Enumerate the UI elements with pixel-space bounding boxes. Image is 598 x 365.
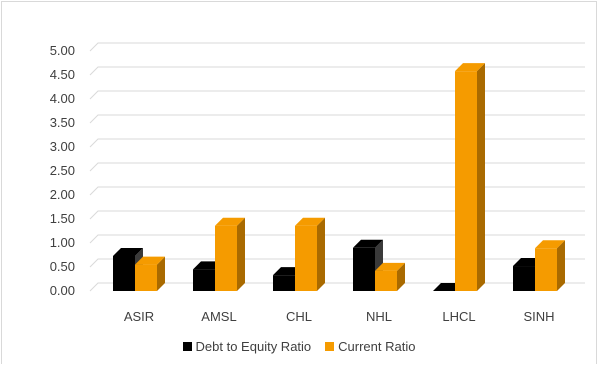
bar-side (557, 240, 565, 291)
legend-label-debt-to-equity: Debt to Equity Ratio (195, 339, 312, 354)
legend-item-debt-to-equity: Debt to Equity Ratio (182, 339, 312, 354)
y-tick-label: 1.50 (50, 211, 75, 226)
bar-side (157, 256, 165, 291)
bar-front (535, 248, 557, 291)
bar-top (353, 239, 383, 248)
y-tick-label: 4.00 (50, 91, 75, 106)
bars (113, 63, 565, 291)
y-tick-label: 3.00 (50, 139, 75, 154)
gridline (89, 258, 585, 268)
bar-side (477, 63, 485, 291)
bar-top (215, 217, 245, 226)
gridline (89, 186, 585, 196)
x-tick-label: CHL (286, 309, 312, 324)
legend-item-current-ratio: Current Ratio (325, 339, 415, 354)
legend-swatch-current-ratio (325, 342, 335, 351)
y-tick-label: 5.00 (50, 43, 75, 58)
x-tick-label: LHCL (442, 309, 475, 324)
gridlines (89, 42, 585, 292)
bar-front (215, 225, 237, 291)
bar-top (455, 63, 485, 72)
bar (535, 240, 565, 291)
bar-front (135, 264, 157, 291)
gridline (89, 42, 585, 52)
gridline (89, 114, 585, 124)
y-tick-label: 2.00 (50, 187, 75, 202)
bar (455, 63, 485, 291)
bar-side (237, 217, 245, 291)
bar-front (455, 71, 477, 291)
y-tick-label: 3.50 (50, 115, 75, 130)
x-axis-ticks: ASIR AMSL CHL NHL LHCL SINH (124, 309, 555, 324)
bar-front (375, 270, 397, 291)
x-tick-label: AMSL (201, 309, 236, 324)
bar-top (375, 262, 405, 271)
bar-top (135, 256, 165, 265)
bar-front (193, 269, 215, 291)
bar-side (317, 217, 325, 291)
y-tick-label: 4.50 (50, 67, 75, 82)
y-tick-label: 0.50 (50, 259, 75, 274)
bar-front (353, 247, 375, 291)
gridline (89, 282, 585, 292)
bar-front (295, 225, 317, 291)
gridline (89, 162, 585, 172)
bar (215, 217, 245, 291)
bar-front (273, 275, 295, 291)
gridline (89, 210, 585, 220)
x-tick-label: NHL (366, 309, 392, 324)
gridline (89, 138, 585, 148)
bar-front (113, 255, 135, 291)
bar-top (295, 217, 325, 226)
x-tick-label: ASIR (124, 309, 154, 324)
x-tick-label: SINH (523, 309, 554, 324)
y-tick-label: 2.50 (50, 163, 75, 178)
legend: Debt to Equity Ratio Current Ratio (0, 339, 598, 354)
legend-label-current-ratio: Current Ratio (338, 339, 416, 354)
gridline (89, 90, 585, 100)
bar-side (397, 262, 405, 291)
gridline (89, 66, 585, 76)
bar-front (513, 266, 535, 291)
y-tick-label: 1.00 (50, 235, 75, 250)
bar-top (535, 240, 565, 249)
y-tick-label: 0.00 (50, 283, 75, 298)
bar (295, 217, 325, 291)
bar (375, 262, 405, 291)
gridline (89, 234, 585, 244)
legend-swatch-debt-to-equity (182, 342, 192, 351)
bar (135, 256, 165, 291)
bar-top (113, 247, 143, 256)
y-axis-ticks: 0.00 0.50 1.00 1.50 2.00 2.50 3.00 3.50 4.00 4.50… (50, 43, 75, 298)
